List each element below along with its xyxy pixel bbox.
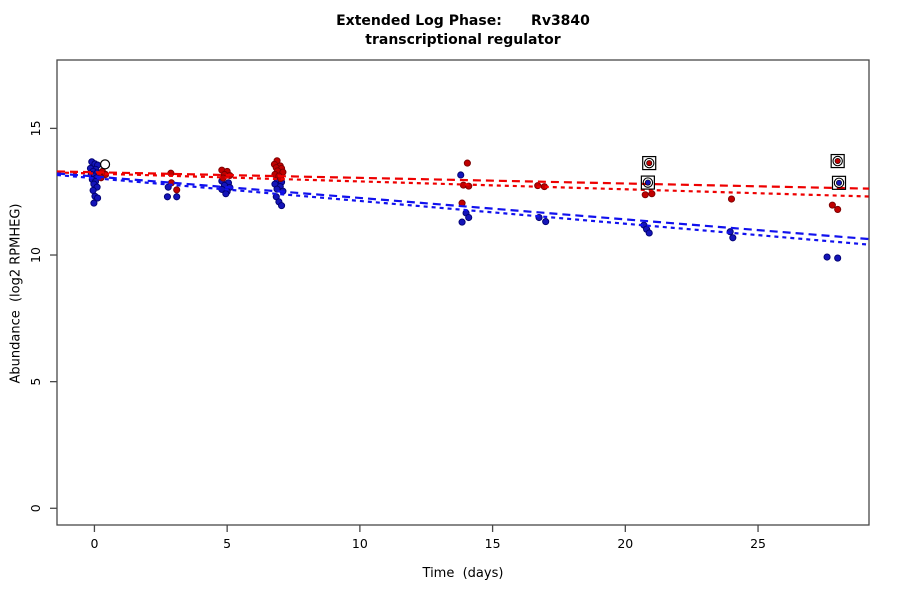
y-tick-label: 5 — [28, 378, 43, 386]
outlier-square-marker — [640, 175, 655, 190]
data-point-red — [463, 159, 471, 167]
chart-title: Extended Log Phase: Rv3840 — [336, 13, 590, 29]
outlier-dot-red — [646, 160, 653, 167]
data-point-blue — [834, 254, 842, 262]
chart-subtitle: transcriptional regulator — [365, 32, 561, 48]
data-point-red — [727, 195, 736, 203]
data-point-blue — [645, 229, 653, 237]
data-point-red — [648, 190, 656, 198]
outlier-dot-blue — [836, 179, 843, 186]
x-tick-label: 15 — [485, 536, 501, 551]
outlier-square-marker — [830, 153, 845, 169]
plot-box — [56, 59, 870, 526]
data-point-red — [173, 186, 181, 194]
data-point-blue — [89, 186, 97, 194]
data-point-blue — [457, 171, 465, 179]
data-point-blue — [163, 193, 171, 201]
x-tick-label: 20 — [617, 536, 633, 551]
data-point-blue — [542, 218, 550, 226]
outlier-circle-marker — [832, 155, 843, 167]
data-point-red — [641, 191, 649, 199]
blue-fit-dashed-trend-line — [56, 172, 870, 241]
data-point-blue — [729, 234, 737, 242]
outlier-dot-blue — [644, 179, 651, 186]
outlier-circle-marker — [833, 177, 845, 189]
data-point-blue — [278, 202, 286, 210]
y-tick-label: 0 — [28, 504, 43, 512]
x-tick-label: 0 — [90, 536, 98, 551]
x-tick-label: 5 — [223, 536, 231, 551]
red-fit-dashed-trend-line — [56, 170, 870, 190]
data-point-blue — [222, 190, 230, 198]
outlier-dot-red — [834, 158, 841, 165]
data-point-blue — [823, 253, 831, 261]
outlier-square-marker — [642, 155, 657, 171]
data-point-blue — [90, 199, 98, 207]
open-circle-marker — [99, 159, 111, 170]
data-point-blue — [465, 213, 473, 222]
y-axis-title: Abundance (log2 RPMHEG) — [8, 203, 24, 384]
y-tick-label: 15 — [28, 120, 43, 136]
x-tick-label: 10 — [352, 536, 368, 551]
outlier-circle-marker — [643, 157, 655, 169]
outlier-circle-marker — [642, 177, 654, 188]
x-tick-label: 25 — [750, 536, 766, 551]
data-point-blue — [173, 193, 181, 201]
y-tick-label: 10 — [28, 247, 43, 263]
x-axis-title: Time (days) — [422, 566, 504, 581]
data-point-blue — [458, 218, 466, 226]
data-point-blue — [94, 194, 102, 202]
outlier-square-marker — [831, 175, 847, 190]
data-point-red — [834, 205, 842, 213]
data-point-red — [828, 201, 836, 209]
